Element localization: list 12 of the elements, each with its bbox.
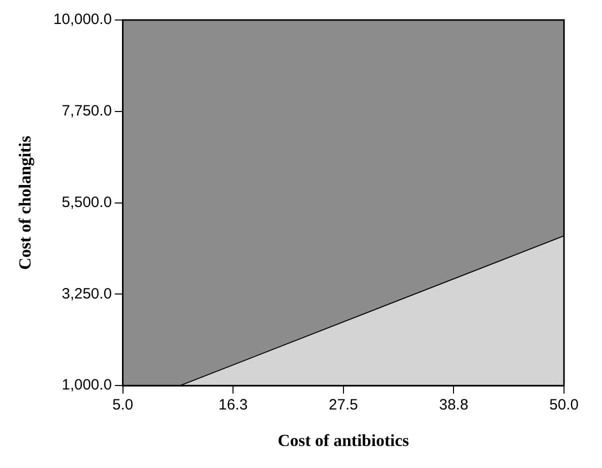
x-tick-label: 5.0 xyxy=(112,396,134,414)
x-axis-title: Cost of antibiotics xyxy=(278,431,410,450)
y-tick-label: 5,500.0 xyxy=(62,194,112,211)
y-tick-label: 10,000.0 xyxy=(53,11,112,28)
x-tick-label: 16.3 xyxy=(218,396,248,414)
y-axis-title: Cost of cholangitis xyxy=(16,135,35,270)
y-tick-label: 1,000.0 xyxy=(62,376,112,394)
y-tick-label: 3,250.0 xyxy=(62,285,112,302)
x-tick-label: 38.8 xyxy=(439,396,468,414)
x-tick-label: 27.5 xyxy=(328,396,358,414)
y-tick-label: 7,750.0 xyxy=(62,102,112,120)
x-tick-label: 50.0 xyxy=(549,396,579,414)
